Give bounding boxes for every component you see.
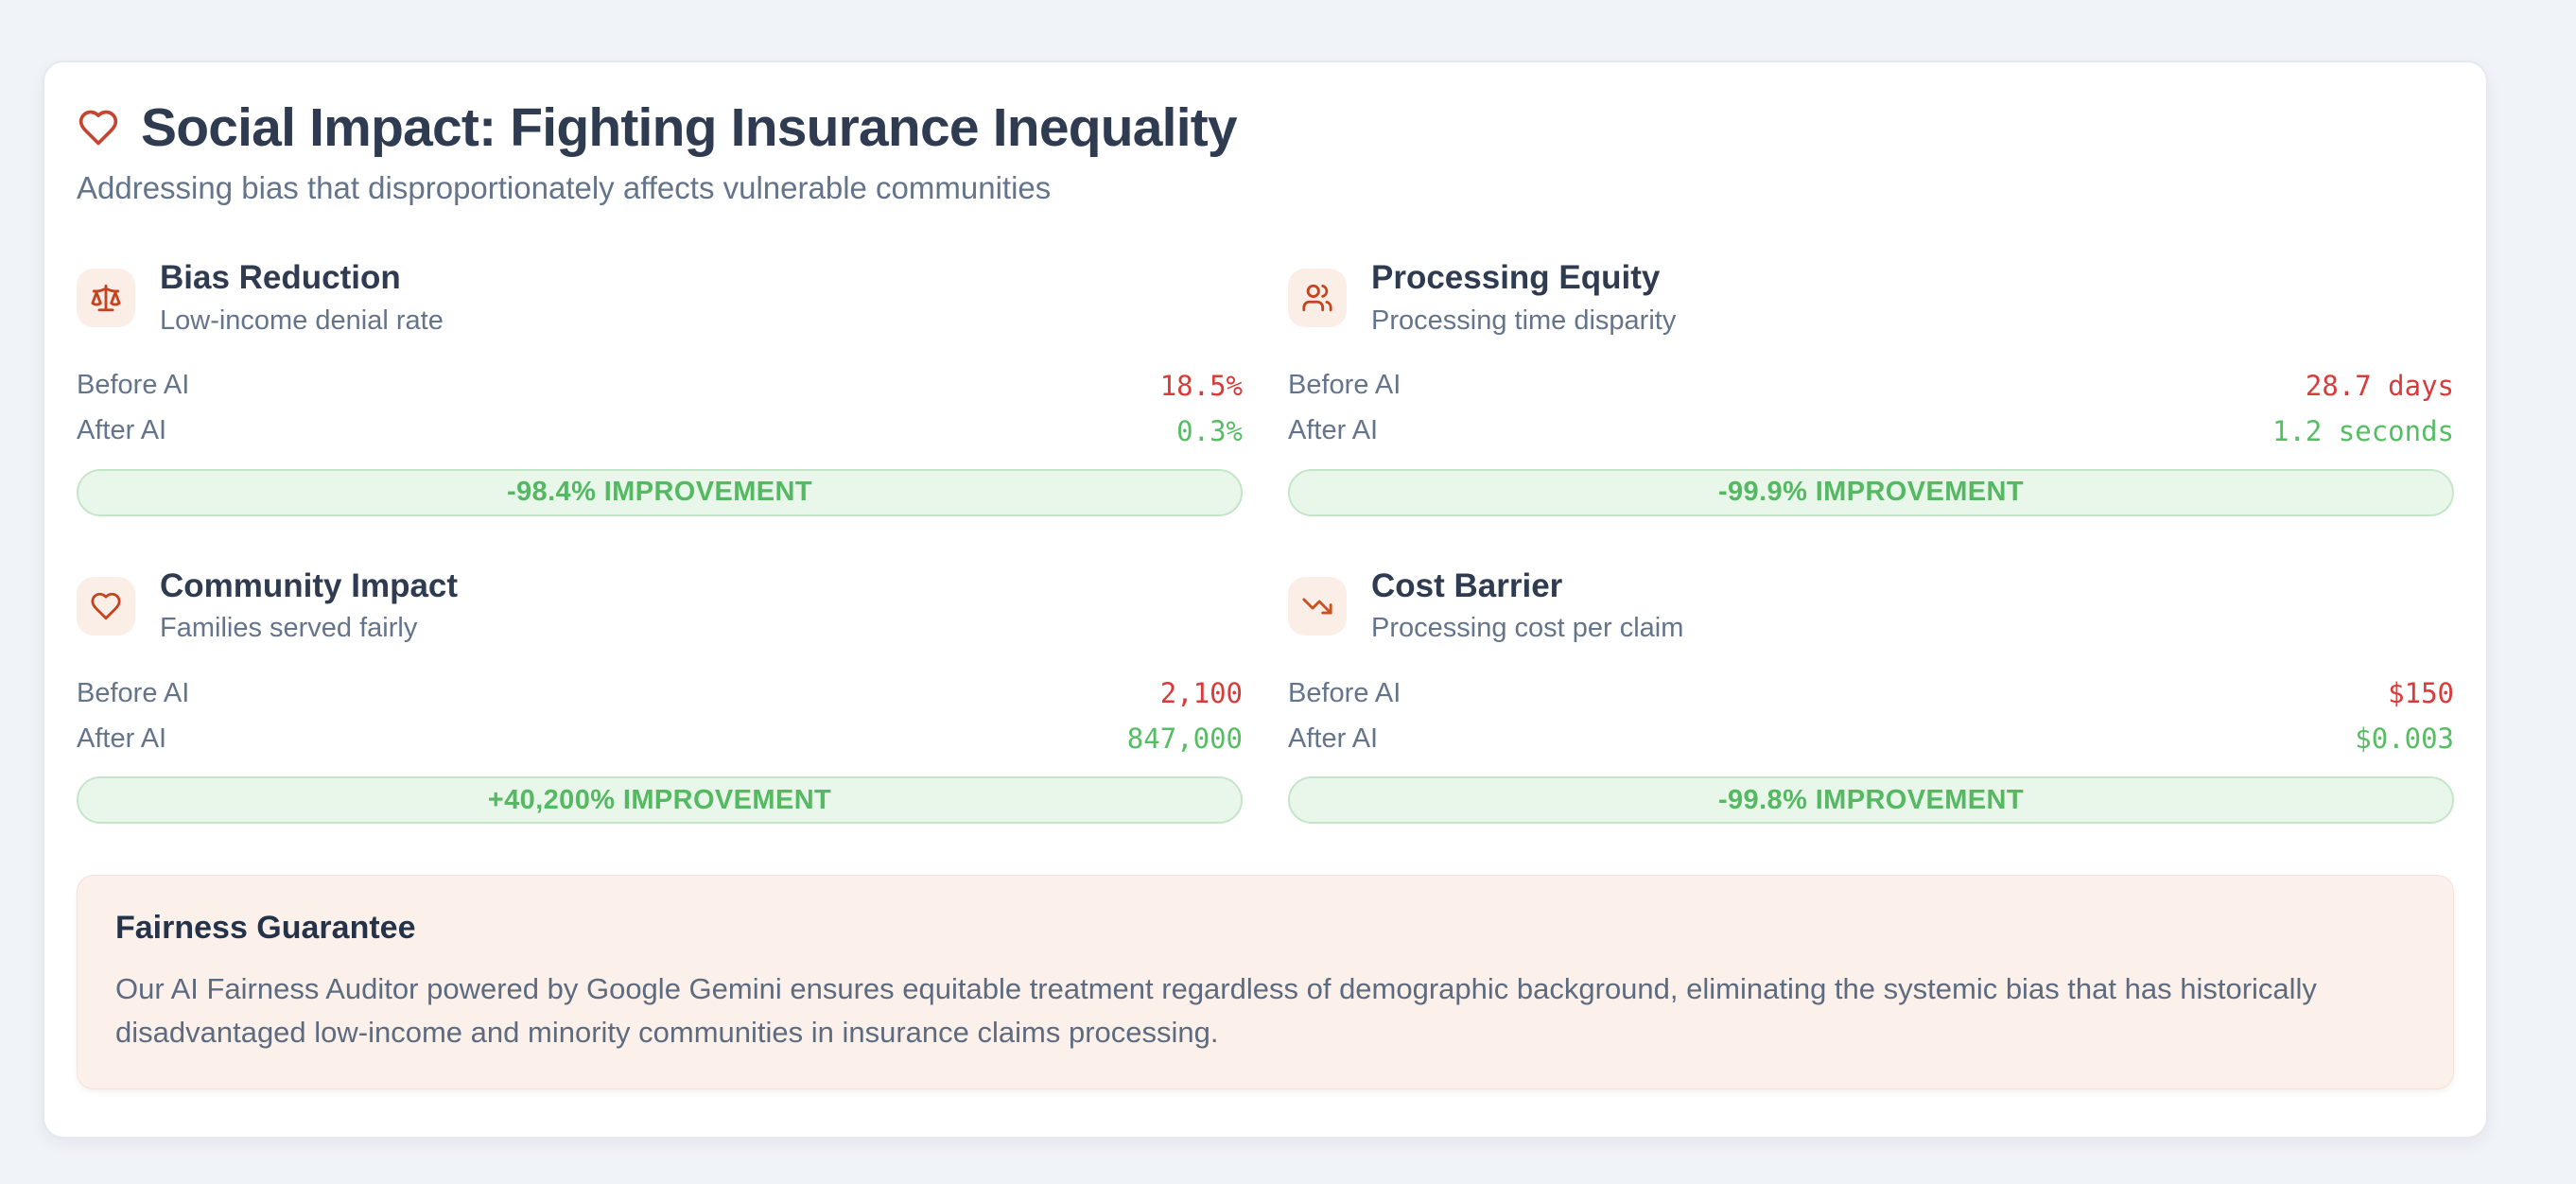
fairness-body: Our AI Fairness Auditor powered by Googl… (115, 972, 2317, 1050)
metric-title: Bias Reduction (160, 259, 401, 297)
metric-head: Processing Equity Processing time dispar… (1288, 259, 2454, 337)
metric-rows: Before AI 18.5% After AI 0.3% (77, 363, 1243, 454)
improvement-badge: -98.4% IMPROVEMENT (77, 468, 1243, 516)
after-row: After AI 1.2 seconds (1288, 409, 2454, 454)
before-label: Before AI (1288, 370, 1401, 401)
metric-titles: Processing Equity Processing time dispar… (1371, 259, 1676, 337)
before-value: $150 (2388, 677, 2454, 710)
before-label: Before AI (77, 370, 190, 401)
improvement-badge: -99.9% IMPROVEMENT (1288, 468, 2454, 516)
metric-rows: Before AI $150 After AI $0.003 (1288, 670, 2454, 761)
metric-subtitle: Processing cost per claim (1371, 613, 1684, 644)
metric-titles: Cost Barrier Processing cost per claim (1371, 567, 1683, 645)
before-label: Before AI (77, 677, 190, 708)
after-label: After AI (77, 723, 167, 754)
metric-head: Community Impact Families served fairly (77, 567, 1243, 645)
metric-subtitle: Processing time disparity (1371, 305, 1677, 336)
before-value: 18.5% (1159, 369, 1243, 402)
metric-title: Processing Equity (1371, 259, 1661, 297)
metric-rows: Before AI 2,100 After AI 847,000 (77, 670, 1243, 761)
metric-head: Cost Barrier Processing cost per claim (1288, 567, 2454, 645)
icon-box (1288, 576, 1347, 636)
before-row: Before AI $150 (1288, 670, 2454, 716)
metric-card-community-impact: Community Impact Families served fairly … (77, 567, 1243, 825)
improvement-badge: +40,200% IMPROVEMENT (77, 776, 1243, 825)
after-value: 1.2 seconds (2271, 414, 2454, 447)
after-value: 847,000 (1126, 723, 1243, 756)
after-row: After AI 847,000 (77, 716, 1243, 761)
icon-box (77, 576, 135, 636)
after-row: After AI 0.3% (77, 409, 1243, 454)
before-row: Before AI 2,100 (77, 670, 1243, 716)
metric-card-bias-reduction: Bias Reduction Low-income denial rate Be… (77, 259, 1243, 516)
fairness-guarantee-panel: Fairness Guarantee Our AI Fairness Audit… (77, 875, 2454, 1090)
improvement-badge: -99.8% IMPROVEMENT (1288, 776, 2454, 825)
metric-titles: Bias Reduction Low-income denial rate (160, 259, 444, 337)
before-value: 28.7 days (2305, 369, 2454, 402)
before-value: 2,100 (1159, 677, 1243, 710)
after-value: 0.3% (1176, 414, 1243, 447)
scale-icon (91, 284, 121, 312)
after-label: After AI (77, 415, 167, 446)
after-label: After AI (1288, 415, 1379, 446)
metric-card-cost-barrier: Cost Barrier Processing cost per claim B… (1288, 567, 2454, 825)
social-impact-card: Social Impact: Fighting Insurance Inequa… (43, 61, 2488, 1140)
after-label: After AI (1288, 723, 1379, 754)
before-row: Before AI 18.5% (77, 363, 1243, 409)
metric-title: Cost Barrier (1371, 566, 1563, 604)
metric-titles: Community Impact Families served fairly (160, 567, 458, 645)
trending-down-icon (1302, 598, 1332, 615)
page-subtitle: Addressing bias that disproportionately … (77, 169, 1052, 205)
before-label: Before AI (1288, 677, 1401, 708)
metric-subtitle: Low-income denial rate (160, 305, 444, 336)
users-icon (1302, 284, 1332, 312)
fairness-title: Fairness Guarantee (115, 910, 416, 947)
card-header: Social Impact: Fighting Insurance Inequa… (77, 98, 2454, 158)
metric-head: Bias Reduction Low-income denial rate (77, 259, 1243, 337)
icon-box (77, 269, 135, 328)
metric-card-processing-equity: Processing Equity Processing time dispar… (1288, 259, 2454, 516)
before-row: Before AI 28.7 days (1288, 363, 2454, 409)
after-value: $0.003 (2355, 723, 2454, 756)
page-title: Social Impact: Fighting Insurance Inequa… (141, 97, 1238, 158)
metric-rows: Before AI 28.7 days After AI 1.2 seconds (1288, 363, 2454, 454)
metric-subtitle: Families served fairly (160, 613, 418, 644)
heart-icon (78, 111, 118, 146)
metrics-grid: Bias Reduction Low-income denial rate Be… (77, 259, 2454, 825)
icon-box (1288, 269, 1347, 328)
heart-icon (91, 592, 121, 619)
after-row: After AI $0.003 (1288, 716, 2454, 761)
metric-title: Community Impact (160, 566, 459, 604)
